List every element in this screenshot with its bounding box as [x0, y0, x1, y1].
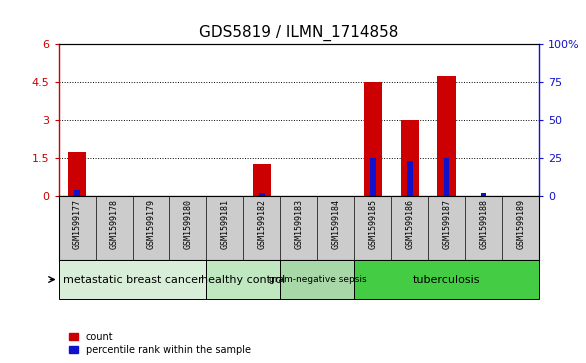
Text: GSM1599184: GSM1599184: [331, 199, 340, 249]
Text: GSM1599179: GSM1599179: [146, 199, 155, 249]
Text: metastatic breast cancer: metastatic breast cancer: [63, 274, 202, 285]
Bar: [259, 193, 265, 196]
Bar: [253, 164, 271, 196]
Bar: [407, 161, 413, 196]
Bar: [481, 193, 486, 196]
Bar: [363, 82, 382, 196]
Bar: [68, 152, 86, 196]
Bar: [444, 158, 449, 196]
Text: GSM1599178: GSM1599178: [110, 199, 118, 249]
Text: GSM1599177: GSM1599177: [73, 199, 81, 249]
Text: gram-negative sepsis: gram-negative sepsis: [268, 275, 366, 284]
Bar: [400, 120, 419, 196]
Bar: [280, 260, 355, 299]
Text: GSM1599186: GSM1599186: [406, 199, 414, 249]
Bar: [74, 189, 80, 196]
Text: tuberculosis: tuberculosis: [413, 274, 481, 285]
Legend: count, percentile rank within the sample: count, percentile rank within the sample: [69, 331, 251, 355]
Bar: [438, 76, 456, 196]
Bar: [355, 260, 539, 299]
Text: GSM1599181: GSM1599181: [220, 199, 230, 249]
Text: healthy control: healthy control: [201, 274, 285, 285]
Text: GSM1599185: GSM1599185: [368, 199, 377, 249]
Bar: [59, 260, 206, 299]
Text: GSM1599187: GSM1599187: [442, 199, 451, 249]
Bar: [206, 260, 280, 299]
Text: GSM1599183: GSM1599183: [294, 199, 304, 249]
Text: GSM1599188: GSM1599188: [479, 199, 488, 249]
Text: GSM1599189: GSM1599189: [516, 199, 525, 249]
Title: GDS5819 / ILMN_1714858: GDS5819 / ILMN_1714858: [199, 25, 398, 41]
Bar: [370, 158, 376, 196]
Text: GSM1599182: GSM1599182: [257, 199, 267, 249]
Text: GSM1599180: GSM1599180: [183, 199, 192, 249]
